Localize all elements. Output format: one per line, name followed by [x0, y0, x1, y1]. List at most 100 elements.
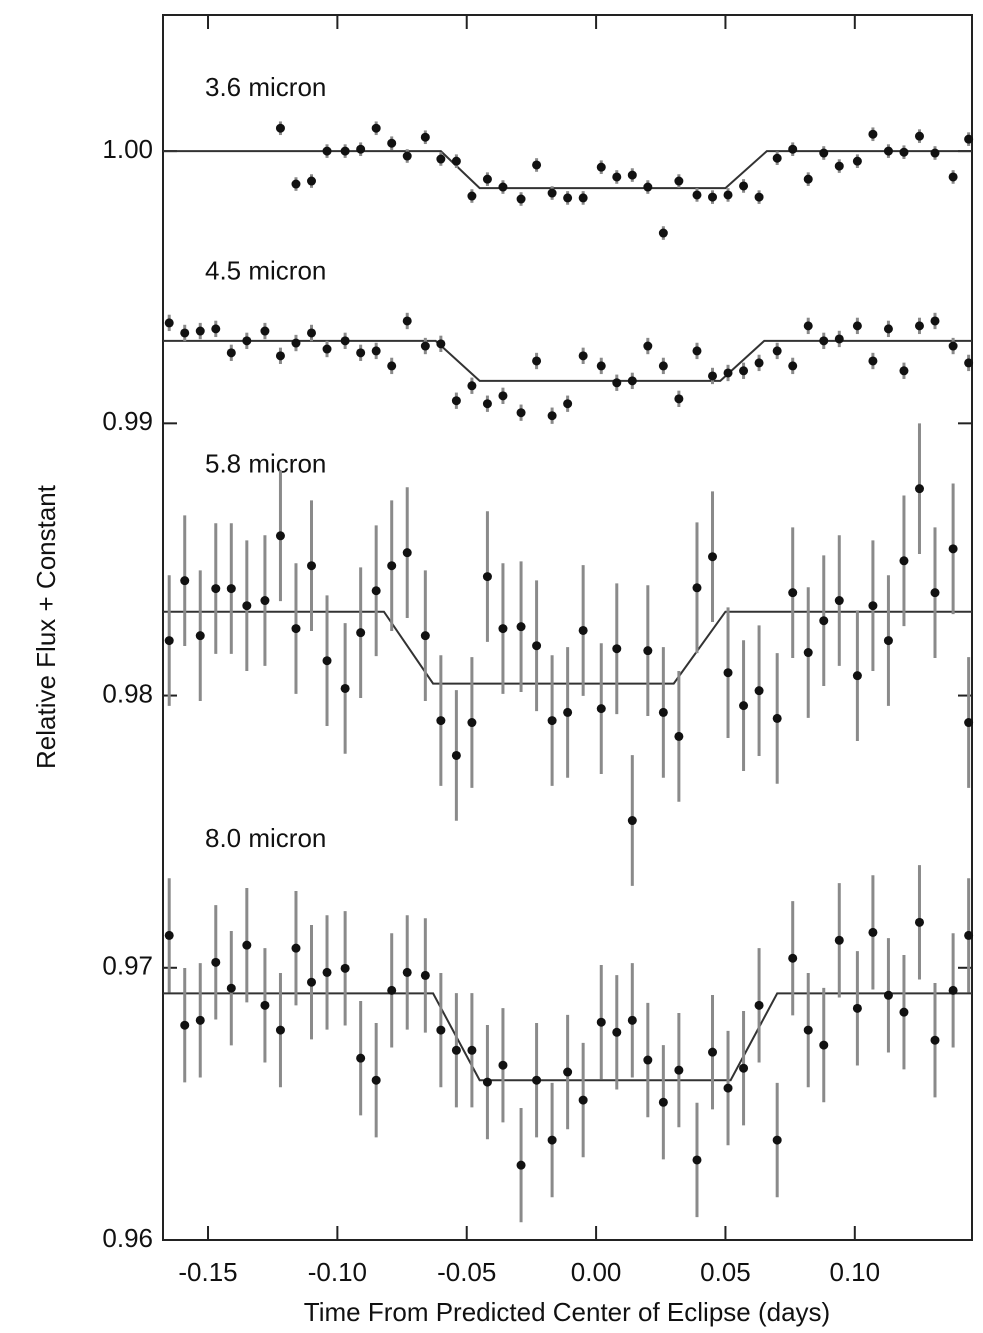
data-point: [819, 616, 829, 626]
data-point: [420, 341, 430, 351]
data-point: [596, 704, 606, 714]
data-point: [930, 316, 940, 326]
data-point: [164, 318, 174, 328]
data-point: [788, 953, 798, 963]
data-point: [563, 193, 573, 203]
model-line: [163, 150, 972, 190]
data-point: [754, 192, 764, 202]
data-point: [868, 601, 878, 611]
data-point: [195, 631, 205, 641]
data-point: [242, 336, 252, 346]
data-point: [322, 967, 332, 977]
data-point: [356, 1053, 366, 1063]
data-point: [772, 1135, 782, 1145]
data-point: [467, 381, 477, 391]
data-point: [803, 174, 813, 184]
data-point: [868, 356, 878, 366]
data-point: [436, 1025, 446, 1035]
data-point: [930, 1035, 940, 1045]
data-point: [164, 930, 174, 940]
data-point: [788, 361, 798, 371]
data-point: [275, 351, 285, 361]
x-axis-label: Time From Predicted Center of Eclipse (d…: [304, 1297, 830, 1327]
data-point: [627, 1015, 637, 1025]
data-point: [467, 191, 477, 201]
data-point: [532, 1075, 542, 1085]
data-point: [612, 378, 622, 388]
data-point: [658, 707, 668, 717]
data-point: [371, 346, 381, 356]
data-point: [275, 123, 285, 133]
data-point: [964, 134, 974, 144]
data-point: [180, 576, 190, 586]
data-point: [260, 1000, 270, 1010]
data-point: [899, 147, 909, 157]
data-point: [739, 366, 749, 376]
data-point: [578, 193, 588, 203]
data-point: [498, 624, 508, 634]
model-line: [163, 339, 972, 382]
data-point: [803, 648, 813, 658]
data-point: [914, 131, 924, 141]
data-point: [547, 411, 557, 421]
data-point: [899, 556, 909, 566]
data-point: [340, 336, 350, 346]
data-point: [307, 561, 317, 571]
data-point: [883, 324, 893, 334]
data-point: [387, 985, 397, 995]
data-point: [772, 713, 782, 723]
data-point: [868, 927, 878, 937]
data-point: [834, 161, 844, 171]
data-point: [674, 394, 684, 404]
data-point: [658, 1097, 668, 1107]
data-point: [498, 391, 508, 401]
data-point: [307, 977, 317, 987]
data-point: [467, 1045, 477, 1055]
data-point: [402, 316, 412, 326]
data-point: [563, 399, 573, 409]
data-point: [674, 1065, 684, 1075]
data-point: [307, 328, 317, 338]
data-point: [964, 358, 974, 368]
data-point: [914, 484, 924, 494]
data-point: [692, 346, 702, 356]
data-point: [260, 326, 270, 336]
data-point: [451, 396, 461, 406]
data-point: [211, 584, 221, 594]
y-axis-label: Relative Flux + Constant: [31, 484, 61, 769]
data-point: [627, 170, 637, 180]
data-point: [195, 1015, 205, 1025]
data-point: [563, 1067, 573, 1077]
data-point: [739, 701, 749, 711]
data-point: [482, 1077, 492, 1087]
series-label: 5.8 micron: [205, 449, 326, 479]
data-point: [948, 985, 958, 995]
data-point: [340, 683, 350, 693]
data-point: [899, 1007, 909, 1017]
data-point: [436, 154, 446, 164]
data-point: [451, 750, 461, 760]
data-point: [547, 1135, 557, 1145]
y-tick-label: 0.98: [102, 678, 153, 708]
data-point: [322, 344, 332, 354]
data-point: [754, 686, 764, 696]
data-point: [612, 172, 622, 182]
data-point: [674, 176, 684, 186]
y-tick-label: 1.00: [102, 134, 153, 164]
data-point: [643, 341, 653, 351]
data-point: [451, 156, 461, 166]
data-point: [516, 408, 526, 418]
data-point: [356, 628, 366, 638]
data-point: [754, 358, 764, 368]
data-point: [834, 596, 844, 606]
x-tick-label: -0.10: [308, 1257, 367, 1287]
data-point: [436, 716, 446, 726]
y-tick-label: 0.97: [102, 951, 153, 981]
data-point: [834, 334, 844, 344]
data-point: [627, 816, 637, 826]
data-point: [948, 341, 958, 351]
data-point: [532, 641, 542, 651]
data-point: [819, 1040, 829, 1050]
data-point: [532, 356, 542, 366]
data-point: [852, 156, 862, 166]
